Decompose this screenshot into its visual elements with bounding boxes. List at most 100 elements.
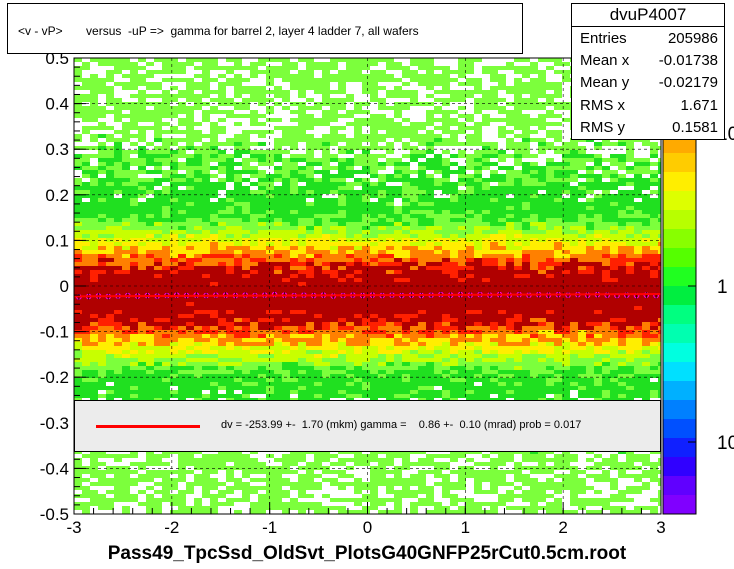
heatmap-cell xyxy=(354,74,362,78)
heatmap-cell xyxy=(394,242,402,246)
heatmap-cell xyxy=(170,182,178,186)
heatmap-cell xyxy=(114,366,122,370)
heatmap-cell xyxy=(170,390,178,394)
heatmap-cell xyxy=(282,258,290,262)
heatmap-cell xyxy=(106,150,114,154)
heatmap-cell xyxy=(210,182,218,186)
heatmap-cell xyxy=(162,58,170,62)
heatmap-cell xyxy=(250,78,258,82)
heatmap-cell xyxy=(162,202,170,206)
heatmap-cell xyxy=(242,366,250,370)
heatmap-cell xyxy=(370,350,378,354)
heatmap-cell xyxy=(298,326,306,330)
heatmap-cell xyxy=(138,114,146,118)
heatmap-cell xyxy=(322,214,330,218)
heatmap-cell xyxy=(258,210,266,214)
heatmap-cell xyxy=(386,130,394,134)
heatmap-cell xyxy=(402,358,410,362)
heatmap-cell xyxy=(266,122,274,126)
heatmap-cell xyxy=(210,218,218,222)
heatmap-cell xyxy=(338,62,346,66)
heatmap-cell xyxy=(106,210,114,214)
heatmap-cell xyxy=(106,78,114,82)
heatmap-cell xyxy=(210,306,218,310)
heatmap-cell xyxy=(82,198,90,202)
heatmap-cell xyxy=(146,354,154,358)
heatmap-cell xyxy=(402,214,410,218)
heatmap-cell xyxy=(194,58,202,62)
heatmap-cell xyxy=(338,222,346,226)
heatmap-cell xyxy=(386,162,394,166)
heatmap-cell xyxy=(298,102,306,106)
heatmap-cell xyxy=(250,322,258,326)
heatmap-cell xyxy=(306,62,314,66)
heatmap-cell xyxy=(354,466,362,470)
heatmap-cell xyxy=(314,74,322,78)
heatmap-cell xyxy=(306,462,314,466)
heatmap-cell xyxy=(218,194,226,198)
heatmap-cell xyxy=(178,246,186,250)
heatmap-cell xyxy=(410,66,418,70)
heatmap-cell xyxy=(202,490,210,494)
heatmap-cell xyxy=(114,138,122,142)
heatmap-cell xyxy=(378,378,386,382)
heatmap-cell xyxy=(394,226,402,230)
heatmap-cell xyxy=(114,98,122,102)
heatmap-cell xyxy=(266,458,274,462)
heatmap-cell xyxy=(298,138,306,142)
heatmap-cell xyxy=(346,486,354,490)
heatmap-cell xyxy=(378,142,386,146)
heatmap-cell xyxy=(314,150,322,154)
heatmap-cell xyxy=(274,98,282,102)
heatmap-cell xyxy=(74,82,82,86)
heatmap-cell xyxy=(194,62,202,66)
heatmap-cell xyxy=(362,382,370,386)
heatmap-cell xyxy=(226,322,234,326)
heatmap-cell xyxy=(330,114,338,118)
heatmap-cell xyxy=(386,234,394,238)
heatmap-cell xyxy=(274,166,282,170)
heatmap-cell xyxy=(130,458,138,462)
heatmap-cell xyxy=(226,82,234,86)
heatmap-cell xyxy=(186,278,194,282)
heatmap-cell xyxy=(242,70,250,74)
heatmap-cell xyxy=(410,270,418,274)
heatmap-cell xyxy=(346,354,354,358)
heatmap-cell xyxy=(266,134,274,138)
heatmap-cell xyxy=(290,466,298,470)
heatmap-cell xyxy=(410,142,418,146)
heatmap-cell xyxy=(338,150,346,154)
heatmap-cell xyxy=(242,338,250,342)
heatmap-cell xyxy=(114,286,122,290)
heatmap-cell xyxy=(354,306,362,310)
heatmap-cell xyxy=(106,186,114,190)
heatmap-cell xyxy=(370,370,378,374)
heatmap-cell xyxy=(210,142,218,146)
heatmap-cell xyxy=(330,510,338,514)
heatmap-cell xyxy=(290,378,298,382)
heatmap-cell xyxy=(258,354,266,358)
heatmap-cell xyxy=(106,154,114,158)
heatmap-cell xyxy=(74,502,82,506)
heatmap-cell xyxy=(402,170,410,174)
heatmap-cell xyxy=(290,286,298,290)
heatmap-cell xyxy=(258,458,266,462)
heatmap-cell xyxy=(394,346,402,350)
heatmap-cell xyxy=(130,142,138,146)
heatmap-cell xyxy=(274,302,282,306)
heatmap-cell xyxy=(410,238,418,242)
heatmap-cell xyxy=(138,266,146,270)
heatmap-cell xyxy=(194,186,202,190)
heatmap-cell xyxy=(282,346,290,350)
heatmap-cell xyxy=(378,482,386,486)
heatmap-cell xyxy=(370,134,378,138)
heatmap-cell xyxy=(106,206,114,210)
heatmap-cell xyxy=(122,286,130,290)
heatmap-cell xyxy=(346,282,354,286)
heatmap-cell xyxy=(306,350,314,354)
heatmap-cell xyxy=(282,274,290,278)
heatmap-cell xyxy=(74,230,82,234)
heatmap-cell xyxy=(154,350,162,354)
heatmap-cell xyxy=(218,326,226,330)
heatmap-cell xyxy=(338,198,346,202)
